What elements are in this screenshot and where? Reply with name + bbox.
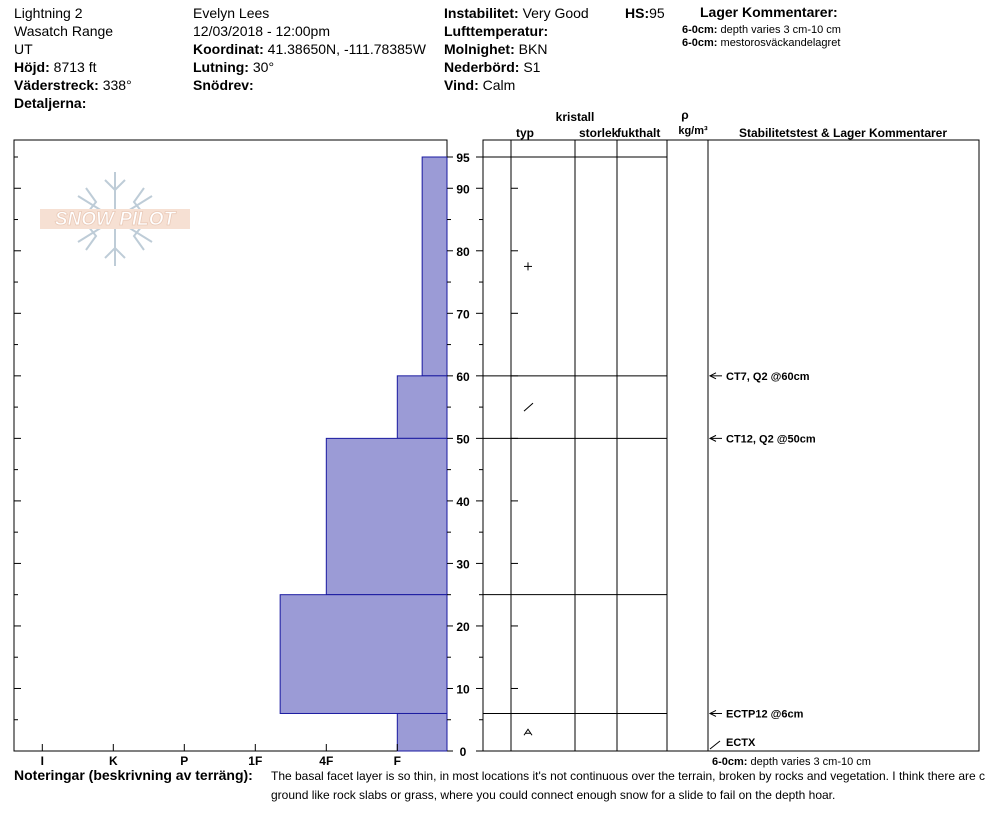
hardness-tick-label: K xyxy=(109,754,118,768)
hardness-tick-label: I xyxy=(41,754,44,768)
air-temperature: Lufttemperatur: xyxy=(444,23,549,39)
coordinates: Koordinat: 41.38650N, -111.78385W xyxy=(193,41,426,57)
depth-tick-label: 40 xyxy=(456,495,470,509)
test-arrow-head xyxy=(708,372,717,380)
test-arrow-head xyxy=(708,710,717,717)
layer-comments-title: Lager Kommentarer: xyxy=(700,4,838,20)
hardness-bars xyxy=(279,156,448,752)
range-name: Wasatch Range xyxy=(14,23,114,39)
grain-symbol-slash xyxy=(523,402,534,412)
depth-tick-label: 90 xyxy=(456,182,470,196)
stability-tests: CT7, Q2 @60cm CT12, Q2 @50cm ECTP12 @6cm EC… xyxy=(708,371,816,750)
logo-band xyxy=(40,209,190,229)
depth-tick-label: 95 xyxy=(456,151,470,165)
depth-tick-label: 60 xyxy=(456,370,470,384)
state-name: UT xyxy=(14,41,33,57)
hardness-bar xyxy=(421,156,448,377)
test-label: ECTX xyxy=(726,737,756,749)
depth-tick-label: 80 xyxy=(456,245,470,259)
test-label: CT7, Q2 @60cm xyxy=(726,371,810,383)
hardness-axis: I K P 1F 4F F xyxy=(41,744,401,768)
test-arrow-head xyxy=(708,434,717,442)
hardness-bar xyxy=(396,375,448,439)
hardness-tick-label: 4F xyxy=(319,754,333,768)
hardness-tick-label: P xyxy=(180,754,188,768)
test-label: CT12, Q2 @50cm xyxy=(726,433,816,445)
test-arrow xyxy=(709,740,721,750)
slope: Lutning: 30° xyxy=(193,59,275,75)
test-label: ECTP12 @6cm xyxy=(726,708,804,720)
header-density-unit: kg/m³ xyxy=(678,125,708,137)
header-stability: Stabilitetstest & Lager Kommentarer xyxy=(739,126,947,140)
hardness-bar xyxy=(279,594,448,714)
hardness-bar xyxy=(325,437,448,596)
hardness-bar xyxy=(396,712,448,752)
layer-comment-item: 6-0cm: mestorosväckandelagret xyxy=(682,37,841,49)
notes-label: Noteringar (beskrivning av terräng): xyxy=(14,767,253,783)
depth-tick-label: 10 xyxy=(456,682,470,696)
left-axis-ticks xyxy=(14,156,21,752)
layer-comment-item: 6-0cm: depth varies 3 cm-10 cm xyxy=(682,24,841,36)
snowpilot-logo: SNOW PILOT xyxy=(40,172,190,266)
elevation: Höjd: 8713 ft xyxy=(14,59,97,75)
depth-tick-label: 50 xyxy=(456,432,470,446)
bottom-layer-comment: 6-0cm: depth varies 3 cm-10 cm xyxy=(712,756,871,768)
hardness-tick-label: 1F xyxy=(248,754,262,768)
sky-cover: Molnighet: BKN xyxy=(444,41,548,57)
table-ticks xyxy=(511,187,518,752)
header-rho: ρ xyxy=(681,108,688,122)
grain-symbol-depth-hoar xyxy=(523,728,533,736)
wind: Vind: Calm xyxy=(444,77,516,93)
notes-line-1: The basal facet layer is so thin, in mos… xyxy=(271,769,985,783)
header-col1: Lightning 2 Wasatch Range UT Höjd: 8713 … xyxy=(14,4,132,112)
header-col2: Evelyn Lees 12/03/2018 - 12:00pm Koordin… xyxy=(193,4,426,94)
wind-loading: Snödrev: xyxy=(193,77,254,93)
hardness-tick-label: F xyxy=(394,754,401,768)
profile-table xyxy=(482,139,980,752)
instability: Instabilitet: Very Good xyxy=(444,5,589,21)
observer-name: Evelyn Lees xyxy=(193,5,270,21)
observation-datetime: 12/03/2018 - 12:00pm xyxy=(193,23,330,39)
precipitation: Nederbörd: S1 xyxy=(444,59,541,75)
logo-text: SNOW PILOT xyxy=(55,209,177,230)
grain-symbols xyxy=(523,262,534,736)
site-name: Lightning 2 xyxy=(14,5,83,21)
header-storlek: storlek xyxy=(579,126,619,140)
depth-tick-label: 70 xyxy=(456,307,470,321)
header-kristall: kristall xyxy=(556,110,595,124)
header-typ: typ xyxy=(516,126,534,140)
notes-text: The basal facet layer is so thin, in mos… xyxy=(271,767,991,807)
header-fukthalt: fukthalt xyxy=(617,126,660,140)
notes-line-2: ground like rock slabs or grass, where y… xyxy=(271,788,836,802)
snow-height: HS:95 xyxy=(625,5,665,21)
header-col3: Instabilitet: Very Good Lufttemperatur: … xyxy=(444,4,589,94)
depth-axis: 0 10 20 30 40 50 60 70 80 90 95 xyxy=(447,151,483,759)
depth-tick-label: 0 xyxy=(460,745,467,759)
depth-tick-label: 20 xyxy=(456,620,470,634)
details: Detaljerna: xyxy=(14,95,87,111)
layer-comments-list: 6-0cm: depth varies 3 cm-10 cm 6-0cm: me… xyxy=(682,24,841,50)
aspect: Väderstreck: 338° xyxy=(14,77,132,93)
depth-tick-label: 30 xyxy=(456,557,470,571)
